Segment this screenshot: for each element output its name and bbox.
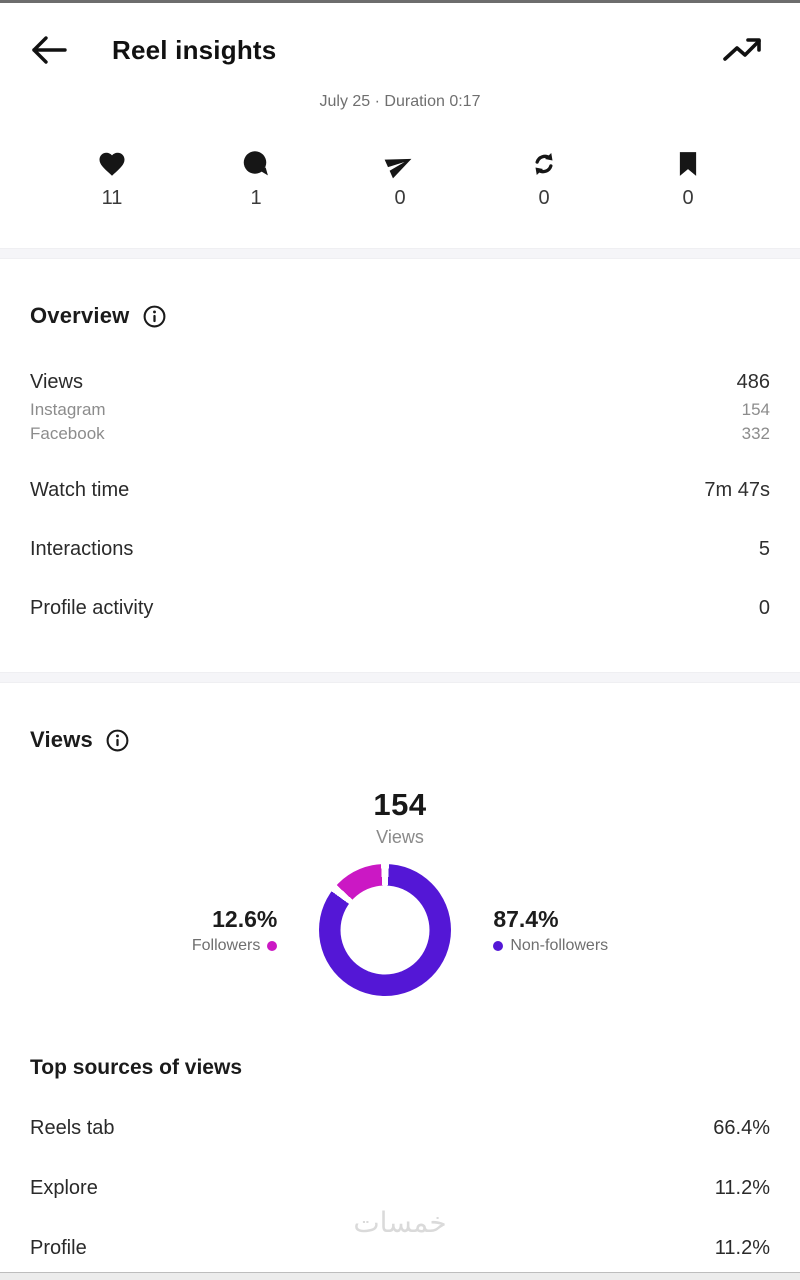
views-row: Views 486 [30, 371, 770, 394]
donut-hole [340, 885, 430, 975]
views-heading: Views [30, 727, 93, 752]
row-value: 66.4% [713, 1117, 770, 1139]
non-followers-percent: 87.4% [493, 905, 559, 932]
saves-stat: 0 [643, 149, 733, 210]
views-chart-section: Views 154 Views 12.6% Followers 87.4% [0, 727, 800, 1260]
row-label: Explore [30, 1177, 98, 1199]
views-total-label: Views [376, 827, 424, 847]
views-total: 154 [373, 787, 427, 822]
shares-count: 0 [394, 187, 406, 209]
views-donut [319, 864, 452, 996]
subrow-label: Instagram [30, 400, 106, 419]
row-value: 11.2% [714, 1237, 770, 1259]
followers-label: Followers [191, 936, 261, 954]
interactions-row: Interactions 5 [30, 538, 770, 561]
bookmark-icon [673, 149, 703, 179]
header: Reel insights [28, 27, 764, 73]
insights-trend-button[interactable] [712, 30, 764, 70]
row-label: Watch time [30, 479, 130, 501]
heart-icon [97, 149, 127, 179]
row-label: Interactions [30, 538, 134, 560]
row-value: 0 [758, 597, 770, 619]
likes-count: 11 [101, 187, 123, 209]
back-button[interactable] [28, 27, 76, 73]
watch-time-row: Watch time 7m 47s [30, 479, 770, 502]
row-label: Profile [30, 1237, 87, 1259]
top-source-row: Profile 11.2% [30, 1237, 770, 1260]
followers-legend: 12.6% Followers [191, 905, 278, 955]
reposts-count: 0 [538, 187, 550, 209]
row-label: Profile activity [30, 597, 154, 619]
top-sources-heading: Top sources of views [30, 1056, 242, 1079]
date-duration-label: July 25 · Duration 0:17 [319, 93, 481, 110]
comment-icon [241, 149, 271, 179]
followers-dot [267, 940, 278, 951]
views-donut-chart: 12.6% Followers 87.4% Non-followers [30, 864, 770, 996]
page-title: Reel insights [112, 34, 277, 65]
share-icon [384, 149, 415, 179]
row-value: 11.2% [714, 1177, 770, 1199]
trending-up-icon [720, 34, 764, 66]
non-followers-label: Non-followers [510, 936, 609, 954]
subrow-value: 154 [741, 400, 770, 419]
shares-stat: 0 [355, 149, 445, 210]
section-divider [0, 672, 800, 683]
back-arrow-icon [28, 33, 70, 67]
subrow-label: Facebook [30, 424, 105, 443]
bottom-strip [0, 1272, 800, 1280]
watermark-text: خمسات [353, 1207, 447, 1238]
profile-activity-row: Profile activity 0 [30, 597, 770, 620]
non-followers-legend: 87.4% Non-followers [493, 906, 608, 955]
followers-percent: 12.6% [212, 905, 278, 932]
subrow-value: 332 [741, 424, 770, 443]
non-followers-dot [493, 940, 504, 951]
overview-info-button[interactable] [141, 303, 167, 329]
comments-count: 1 [250, 187, 262, 209]
repost-icon [529, 149, 559, 179]
instagram-subrow: Instagram 154 [30, 399, 770, 421]
top-source-row: Reels tab 66.4% [30, 1117, 770, 1140]
section-divider [0, 248, 800, 259]
overview-heading: Overview [30, 303, 130, 328]
facebook-subrow: Facebook 332 [30, 423, 770, 445]
row-value: 486 [736, 371, 770, 393]
comments-stat: 1 [211, 149, 301, 210]
row-value: 7m 47s [704, 479, 770, 501]
row-value: 5 [758, 538, 770, 560]
views-info-button[interactable] [105, 727, 131, 753]
saves-count: 0 [682, 187, 694, 209]
row-label: Reels tab [30, 1117, 115, 1139]
row-label: Views [30, 371, 83, 393]
engagement-stats: 11 1 0 0 0 [40, 149, 760, 210]
likes-stat: 11 [67, 149, 157, 210]
reposts-stat: 0 [499, 149, 589, 210]
overview-section: Overview Views 486 Instagram 154 Faceboo… [0, 303, 800, 620]
top-source-row: Explore 11.2% [30, 1177, 770, 1200]
top-strip [0, 0, 800, 3]
